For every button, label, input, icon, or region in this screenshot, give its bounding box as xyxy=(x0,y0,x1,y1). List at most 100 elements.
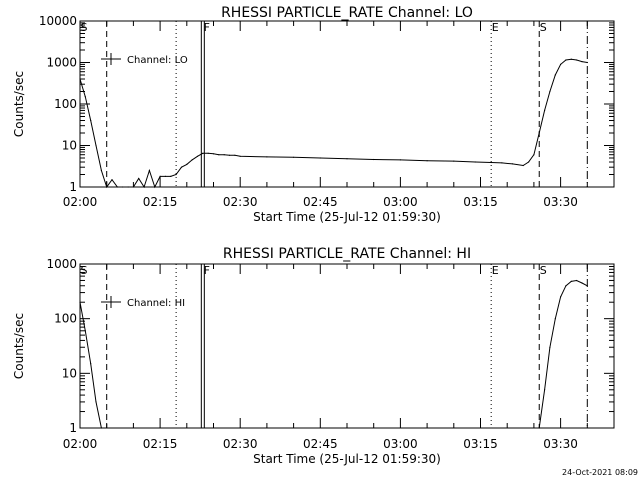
plot-frame xyxy=(79,20,615,188)
data-point xyxy=(100,169,102,172)
data-point xyxy=(116,186,118,188)
data-point xyxy=(95,401,97,403)
data-point xyxy=(207,152,209,154)
data-point xyxy=(170,175,172,177)
data-point xyxy=(191,159,193,161)
legend-entry: Channel: LO xyxy=(127,55,188,66)
y-axis-label: Counts/sec xyxy=(12,71,26,137)
data-point xyxy=(154,186,156,188)
series-line xyxy=(79,58,588,189)
x-tick-label: 02:30 xyxy=(223,195,258,209)
data-point xyxy=(122,186,124,188)
marker-label: F xyxy=(204,264,210,277)
data-point xyxy=(239,155,241,157)
data-point xyxy=(84,330,86,332)
data-point xyxy=(528,161,530,163)
plot-frame xyxy=(79,263,615,429)
data-point xyxy=(202,152,204,154)
x-tick-label: 02:00 xyxy=(63,437,98,451)
data-point xyxy=(538,427,540,429)
y-tick-label: 100 xyxy=(54,97,77,111)
y-axis-label: Counts/sec xyxy=(12,313,26,379)
y-tick-label: 1000 xyxy=(46,56,77,70)
chart-panel-2: RHESSI PARTICLE_RATE Channel: HI 1 10 100 10… xyxy=(12,246,615,466)
data-point xyxy=(175,173,177,176)
data-point xyxy=(228,154,231,156)
y-tick-label: 1000 xyxy=(46,257,77,271)
data-point xyxy=(501,162,503,164)
data-point xyxy=(554,74,556,76)
data-point xyxy=(143,186,145,188)
data-point xyxy=(549,346,551,348)
data-point xyxy=(138,177,140,180)
data-point xyxy=(127,186,129,188)
x-axis-label: Start Time (25-Jul-12 01:59:30) xyxy=(253,452,441,466)
data-point xyxy=(106,186,108,188)
data-point xyxy=(346,158,348,160)
data-point xyxy=(560,296,562,298)
x-tick-label: 03:30 xyxy=(543,437,578,451)
data-point xyxy=(576,279,578,282)
data-point xyxy=(79,301,81,303)
timestamp: 24-Oct-2021 08:09 xyxy=(562,468,638,477)
data-point xyxy=(95,144,97,147)
data-point xyxy=(570,58,572,60)
data-point xyxy=(293,156,295,158)
data-point xyxy=(453,160,455,162)
data-point xyxy=(186,163,188,165)
data-point xyxy=(565,59,567,61)
marker-label: E xyxy=(492,264,499,277)
data-point xyxy=(132,186,134,188)
y-tick-label: 10 xyxy=(62,139,77,153)
data-point xyxy=(111,179,113,181)
data-point xyxy=(373,158,375,161)
marker-label: S xyxy=(81,21,88,34)
data-point xyxy=(84,96,86,98)
x-axis-label: Start Time (25-Jul-12 01:59:30) xyxy=(253,210,441,224)
chart-title: RHESSI PARTICLE_RATE Channel: LO xyxy=(221,5,473,21)
data-point xyxy=(544,109,546,111)
data-point xyxy=(522,164,524,167)
data-point xyxy=(533,154,535,156)
data-point xyxy=(560,63,562,65)
data-point xyxy=(538,132,540,134)
x-tick-label: 03:00 xyxy=(383,437,418,451)
y-tick-label: 100 xyxy=(54,312,77,326)
data-point xyxy=(266,156,268,158)
data-point xyxy=(159,175,161,177)
x-tick-label: 02:45 xyxy=(303,437,338,451)
data-point xyxy=(234,154,236,156)
y-tick-label: 10 xyxy=(62,366,77,380)
data-point xyxy=(223,154,225,156)
x-tick-label: 03:15 xyxy=(463,195,498,209)
data-point xyxy=(218,154,220,156)
data-point xyxy=(554,318,556,320)
x-tick-label: 02:15 xyxy=(143,437,178,451)
data-point xyxy=(399,159,401,161)
data-point xyxy=(196,155,199,157)
data-point xyxy=(549,90,551,93)
data-point xyxy=(180,166,183,168)
marker-label: S xyxy=(540,21,547,34)
data-point xyxy=(79,78,81,80)
data-point xyxy=(164,175,166,177)
data-point xyxy=(581,282,583,284)
data-point xyxy=(490,161,492,164)
data-point xyxy=(212,153,215,155)
data-point xyxy=(426,160,428,162)
x-tick-label: 02:30 xyxy=(223,437,258,451)
y-tick-label: 1 xyxy=(69,180,77,194)
data-point xyxy=(90,119,92,122)
marker-label: E xyxy=(492,21,499,34)
data-point xyxy=(586,61,588,64)
y-tick-label: 1 xyxy=(69,421,77,435)
x-tick-label: 02:45 xyxy=(303,195,338,209)
legend-entry: Channel: HI xyxy=(127,298,185,309)
data-point xyxy=(90,363,92,365)
data-point xyxy=(474,161,476,163)
y-tick-label: 10000 xyxy=(39,14,77,28)
chart-panel-1: RHESSI PARTICLE_RATE Channel: LO 1 10 100 10… xyxy=(12,5,615,224)
x-tick-label: 02:15 xyxy=(143,195,178,209)
data-point xyxy=(576,59,578,61)
